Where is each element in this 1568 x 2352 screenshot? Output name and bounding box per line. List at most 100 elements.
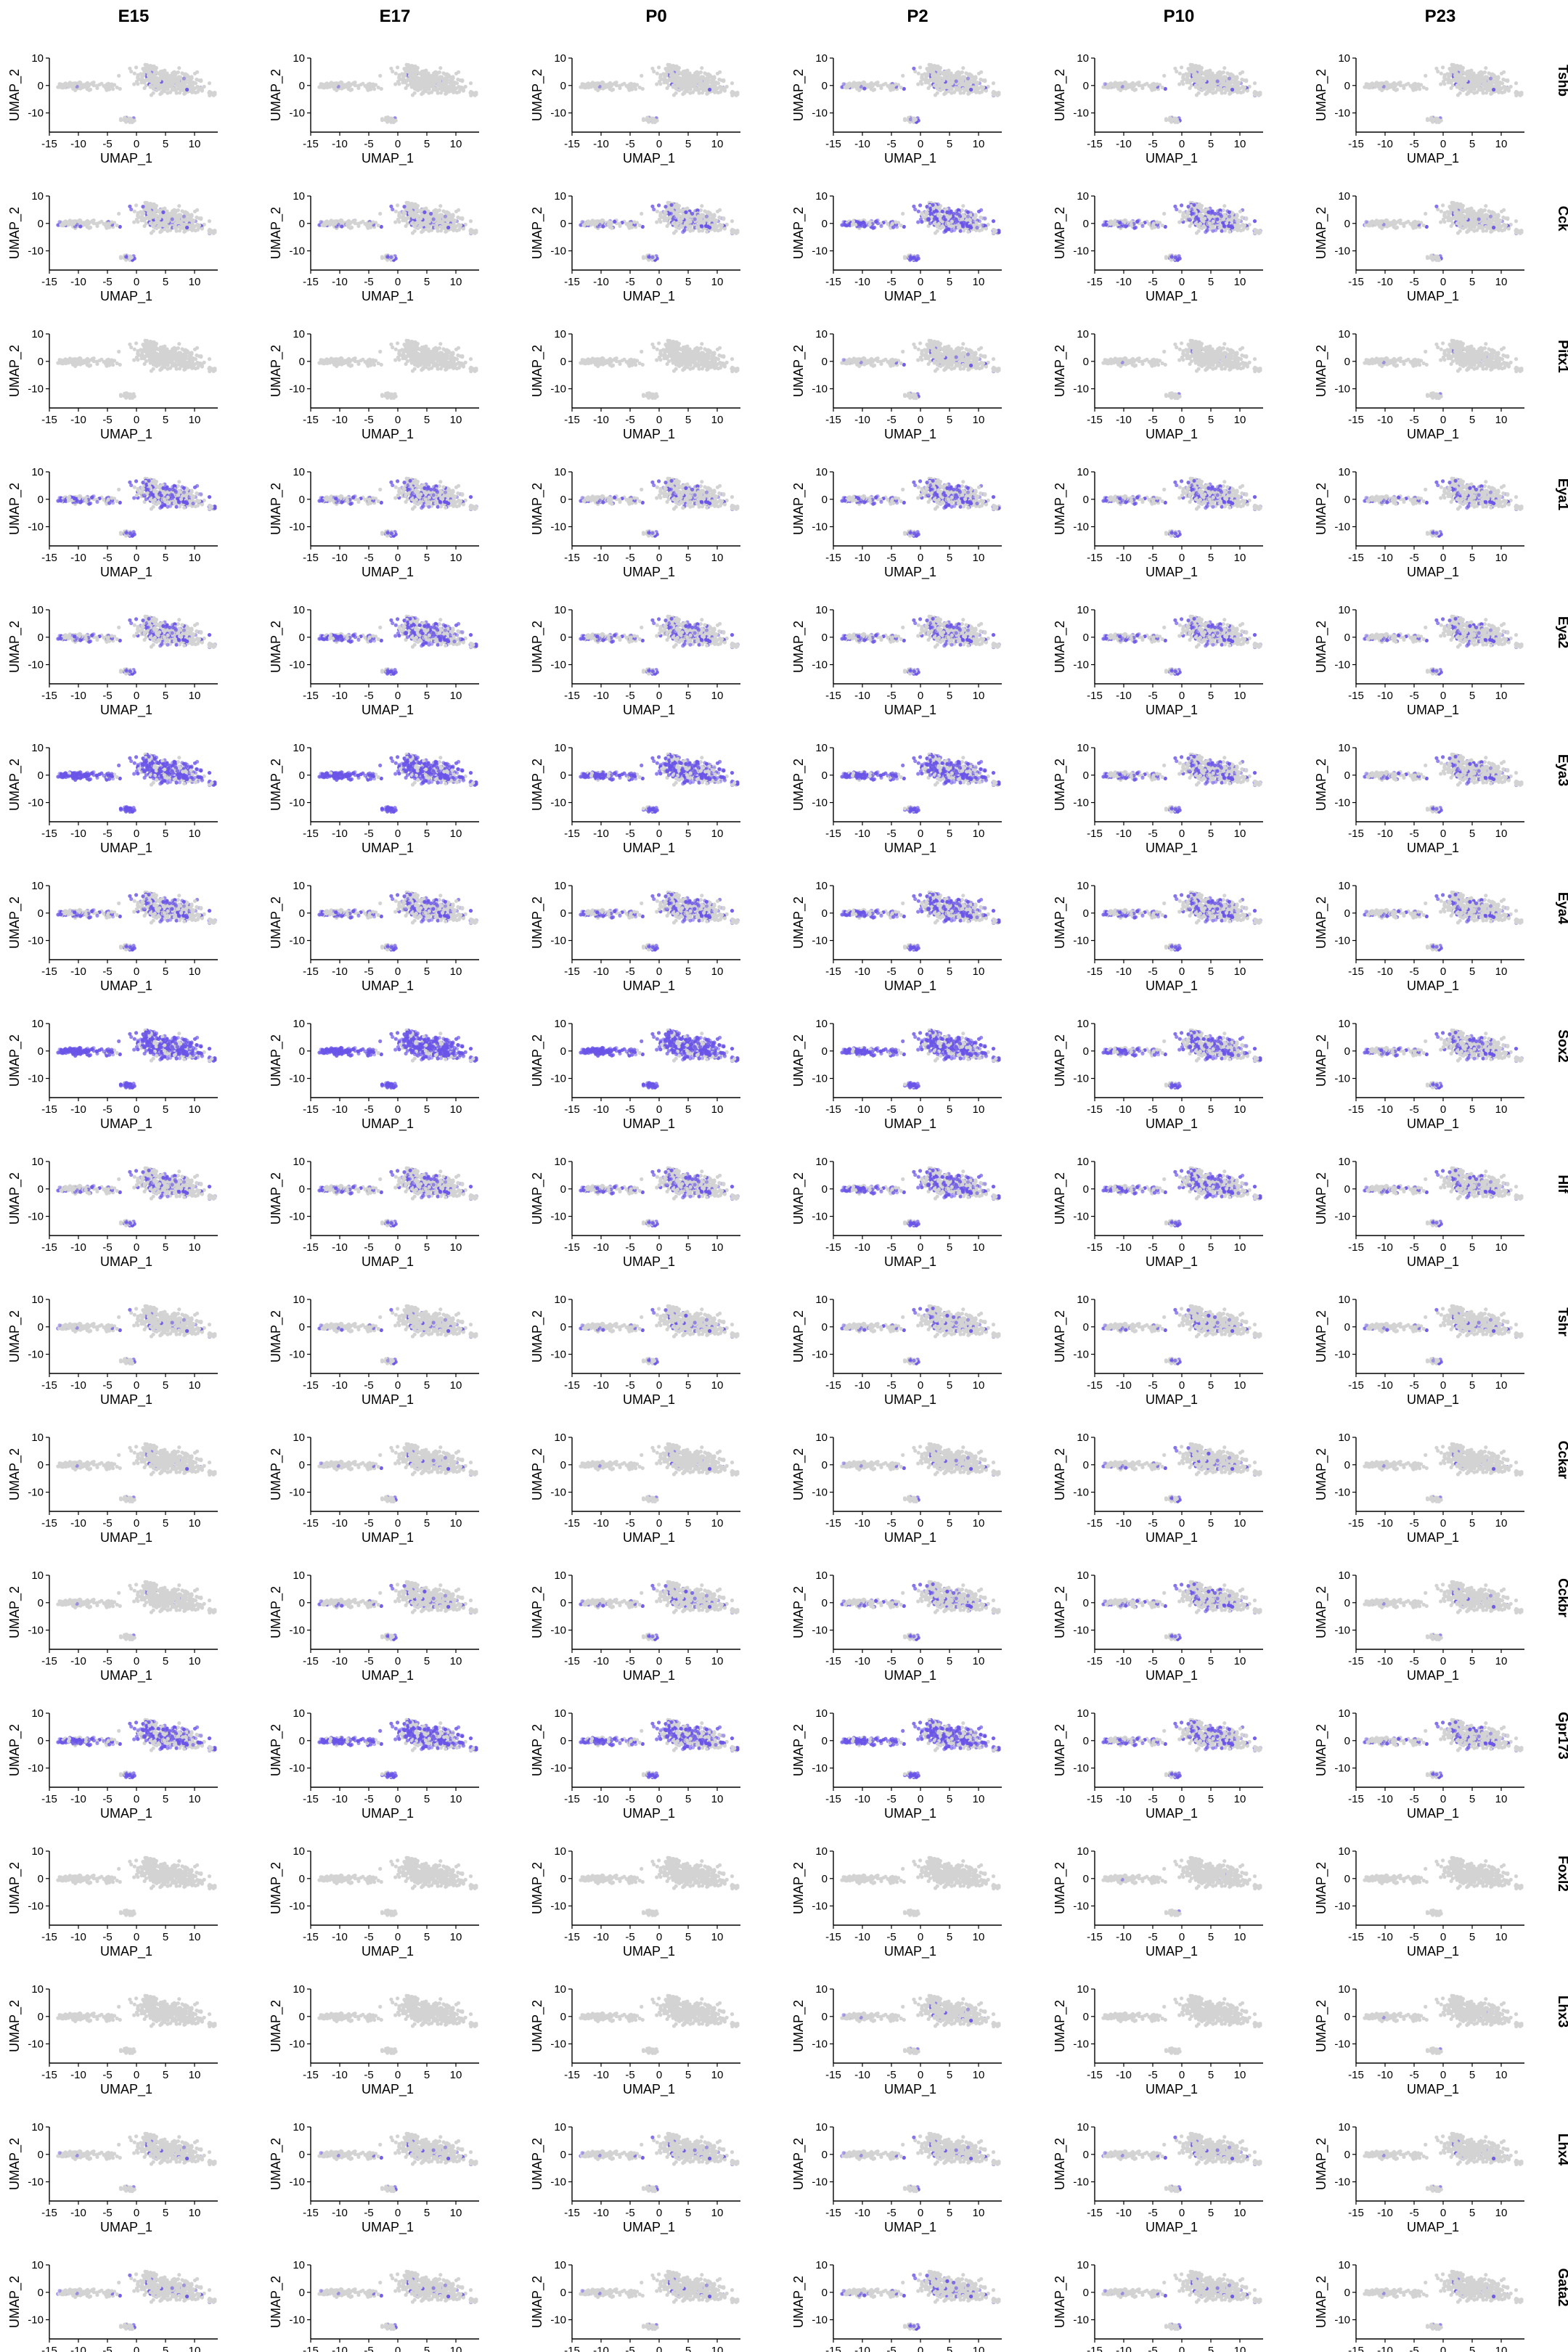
cell-point: [428, 82, 431, 86]
cell-point: [107, 88, 111, 91]
cell-point: [720, 86, 724, 89]
cell-point: [128, 67, 131, 70]
condition-label: E17: [380, 7, 411, 26]
cell-point: [416, 89, 420, 92]
cell-point: [161, 73, 165, 76]
cell-point: [693, 79, 697, 83]
cell-point: [177, 66, 181, 70]
cell-point: [193, 72, 197, 75]
cell-point: [679, 72, 683, 75]
cell-point: [690, 74, 694, 78]
cell-point: [657, 65, 661, 69]
cell-point: [142, 80, 146, 83]
cell-point: [658, 80, 661, 83]
cell-point: [150, 93, 153, 97]
cell-point: [714, 88, 717, 91]
panel-tshb-p0: 100-10-15 -10 -5 0 5 10UMAP_1UMAP_2: [530, 52, 740, 166]
condition-label: P0: [645, 7, 666, 26]
cell-point: [135, 80, 139, 83]
cell-point: [700, 87, 703, 91]
condition-label: P10: [1164, 7, 1195, 26]
cell-point: [422, 73, 426, 76]
cell-point: [432, 79, 436, 83]
cell-point: [348, 89, 352, 92]
cell-point: [389, 67, 393, 70]
cell-point: [136, 73, 140, 77]
cell-point: [369, 88, 372, 91]
cell-points: [317, 63, 478, 124]
cell-point: [665, 80, 669, 83]
x-tick-label: 10: [189, 138, 201, 150]
cell-points: [579, 63, 739, 124]
cell-point: [452, 83, 456, 86]
condition-headers: E15 E17 P0 P2 P10 P23: [118, 7, 1456, 26]
cell-point: [695, 88, 699, 91]
cell-point: [452, 88, 456, 91]
cell-point: [141, 67, 144, 70]
cell-point: [716, 72, 719, 75]
cell-point: [324, 84, 328, 88]
cell-point: [444, 92, 447, 96]
cell-point: [408, 74, 412, 78]
x-tick-label: 5: [163, 138, 168, 150]
cell-point: [197, 86, 201, 89]
cell-point: [158, 92, 162, 96]
cell-point: [152, 76, 156, 80]
cell-point: [340, 86, 343, 90]
cell-point: [208, 81, 211, 85]
cell-point: [418, 72, 422, 75]
cell-point: [189, 79, 192, 83]
cell-point: [650, 67, 654, 70]
cell-point: [440, 76, 444, 80]
cell-point: [378, 74, 382, 78]
cell-point: [460, 78, 464, 82]
cell-point: [697, 76, 701, 80]
cell-point: [396, 80, 400, 83]
cell-point: [125, 118, 128, 121]
cell-point: [386, 118, 390, 121]
cell-point: [670, 68, 674, 72]
cell-point: [420, 92, 423, 96]
condition-label: P2: [907, 7, 928, 26]
y-tick-label: -10: [28, 107, 44, 120]
cell-point: [147, 68, 151, 72]
cell-point: [670, 65, 674, 69]
cell-point: [672, 93, 676, 97]
cell-point: [441, 71, 445, 75]
x-tick-label: 0: [395, 138, 401, 150]
cell-point: [319, 82, 323, 86]
cell-point: [356, 86, 360, 90]
cell-point: [128, 118, 131, 121]
cell-point: [424, 83, 428, 87]
x-axis-title: UMAP_1: [362, 151, 414, 166]
cell-point: [328, 84, 332, 88]
cell-point: [471, 91, 475, 95]
cell-point: [191, 88, 195, 91]
cell-point: [437, 80, 441, 83]
cell-point: [171, 79, 174, 83]
cell-point: [398, 73, 401, 77]
y-tick-label: 10: [31, 52, 44, 65]
cell-point: [371, 82, 375, 86]
cell-point: [717, 78, 721, 81]
cell-point: [393, 82, 397, 86]
cell-point: [701, 76, 705, 80]
cell-point: [163, 83, 166, 87]
y-tick-label: 10: [293, 52, 305, 65]
cell-point: [419, 78, 422, 82]
cell-point: [681, 92, 685, 96]
x-tick-label: 10: [450, 138, 462, 150]
cell-point: [78, 86, 82, 90]
cell-point: [404, 80, 407, 83]
y-tick-label: 0: [299, 80, 305, 92]
cell-point: [182, 77, 186, 81]
x-tick-label: -15: [303, 138, 319, 150]
cell-point: [173, 88, 176, 91]
cell-point: [394, 72, 398, 75]
cell-point: [195, 78, 198, 81]
cell-point: [409, 65, 412, 69]
cell-point: [708, 88, 711, 91]
cell-point: [90, 82, 94, 86]
